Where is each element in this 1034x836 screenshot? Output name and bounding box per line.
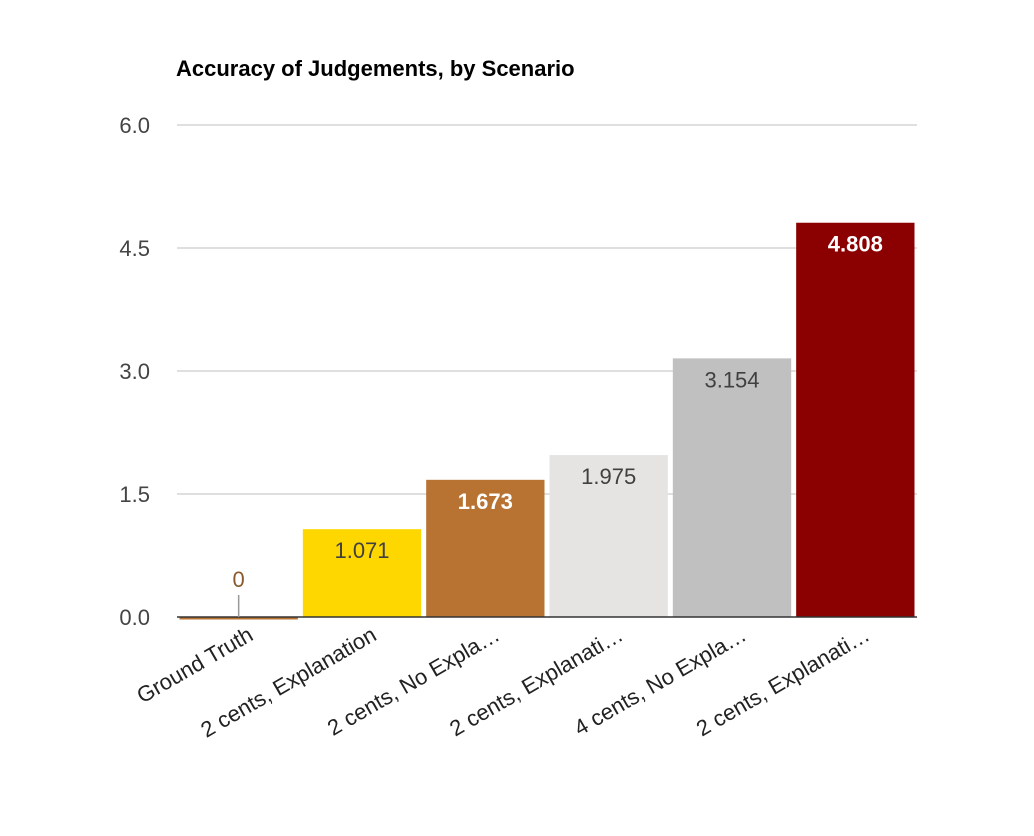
data-label: 0 [233, 567, 245, 592]
data-label: 4.808 [828, 232, 883, 257]
chart-title: Accuracy of Judgements, by Scenario [176, 56, 575, 81]
y-tick-label: 1.5 [119, 482, 150, 507]
y-tick-label: 3.0 [119, 359, 150, 384]
bar [302, 529, 422, 617]
data-label: 1.673 [458, 489, 513, 514]
data-label: 1.071 [334, 538, 389, 563]
data-label: 1.975 [581, 464, 636, 489]
bar [426, 479, 545, 617]
y-tick-label: 4.5 [119, 236, 150, 261]
gridlines [177, 124, 917, 495]
bars [179, 222, 915, 620]
bar [549, 455, 668, 617]
bar [796, 222, 915, 617]
bar [179, 617, 298, 620]
data-labels: 0 1.071 1.673 1.975 3.154 4.808 [233, 232, 883, 617]
bar [672, 358, 792, 617]
x-tick-label: Ground Truth [132, 622, 257, 708]
y-tick-label: 0.0 [119, 605, 150, 630]
y-tick-label: 6.0 [119, 113, 150, 138]
data-label: 3.154 [704, 367, 759, 392]
